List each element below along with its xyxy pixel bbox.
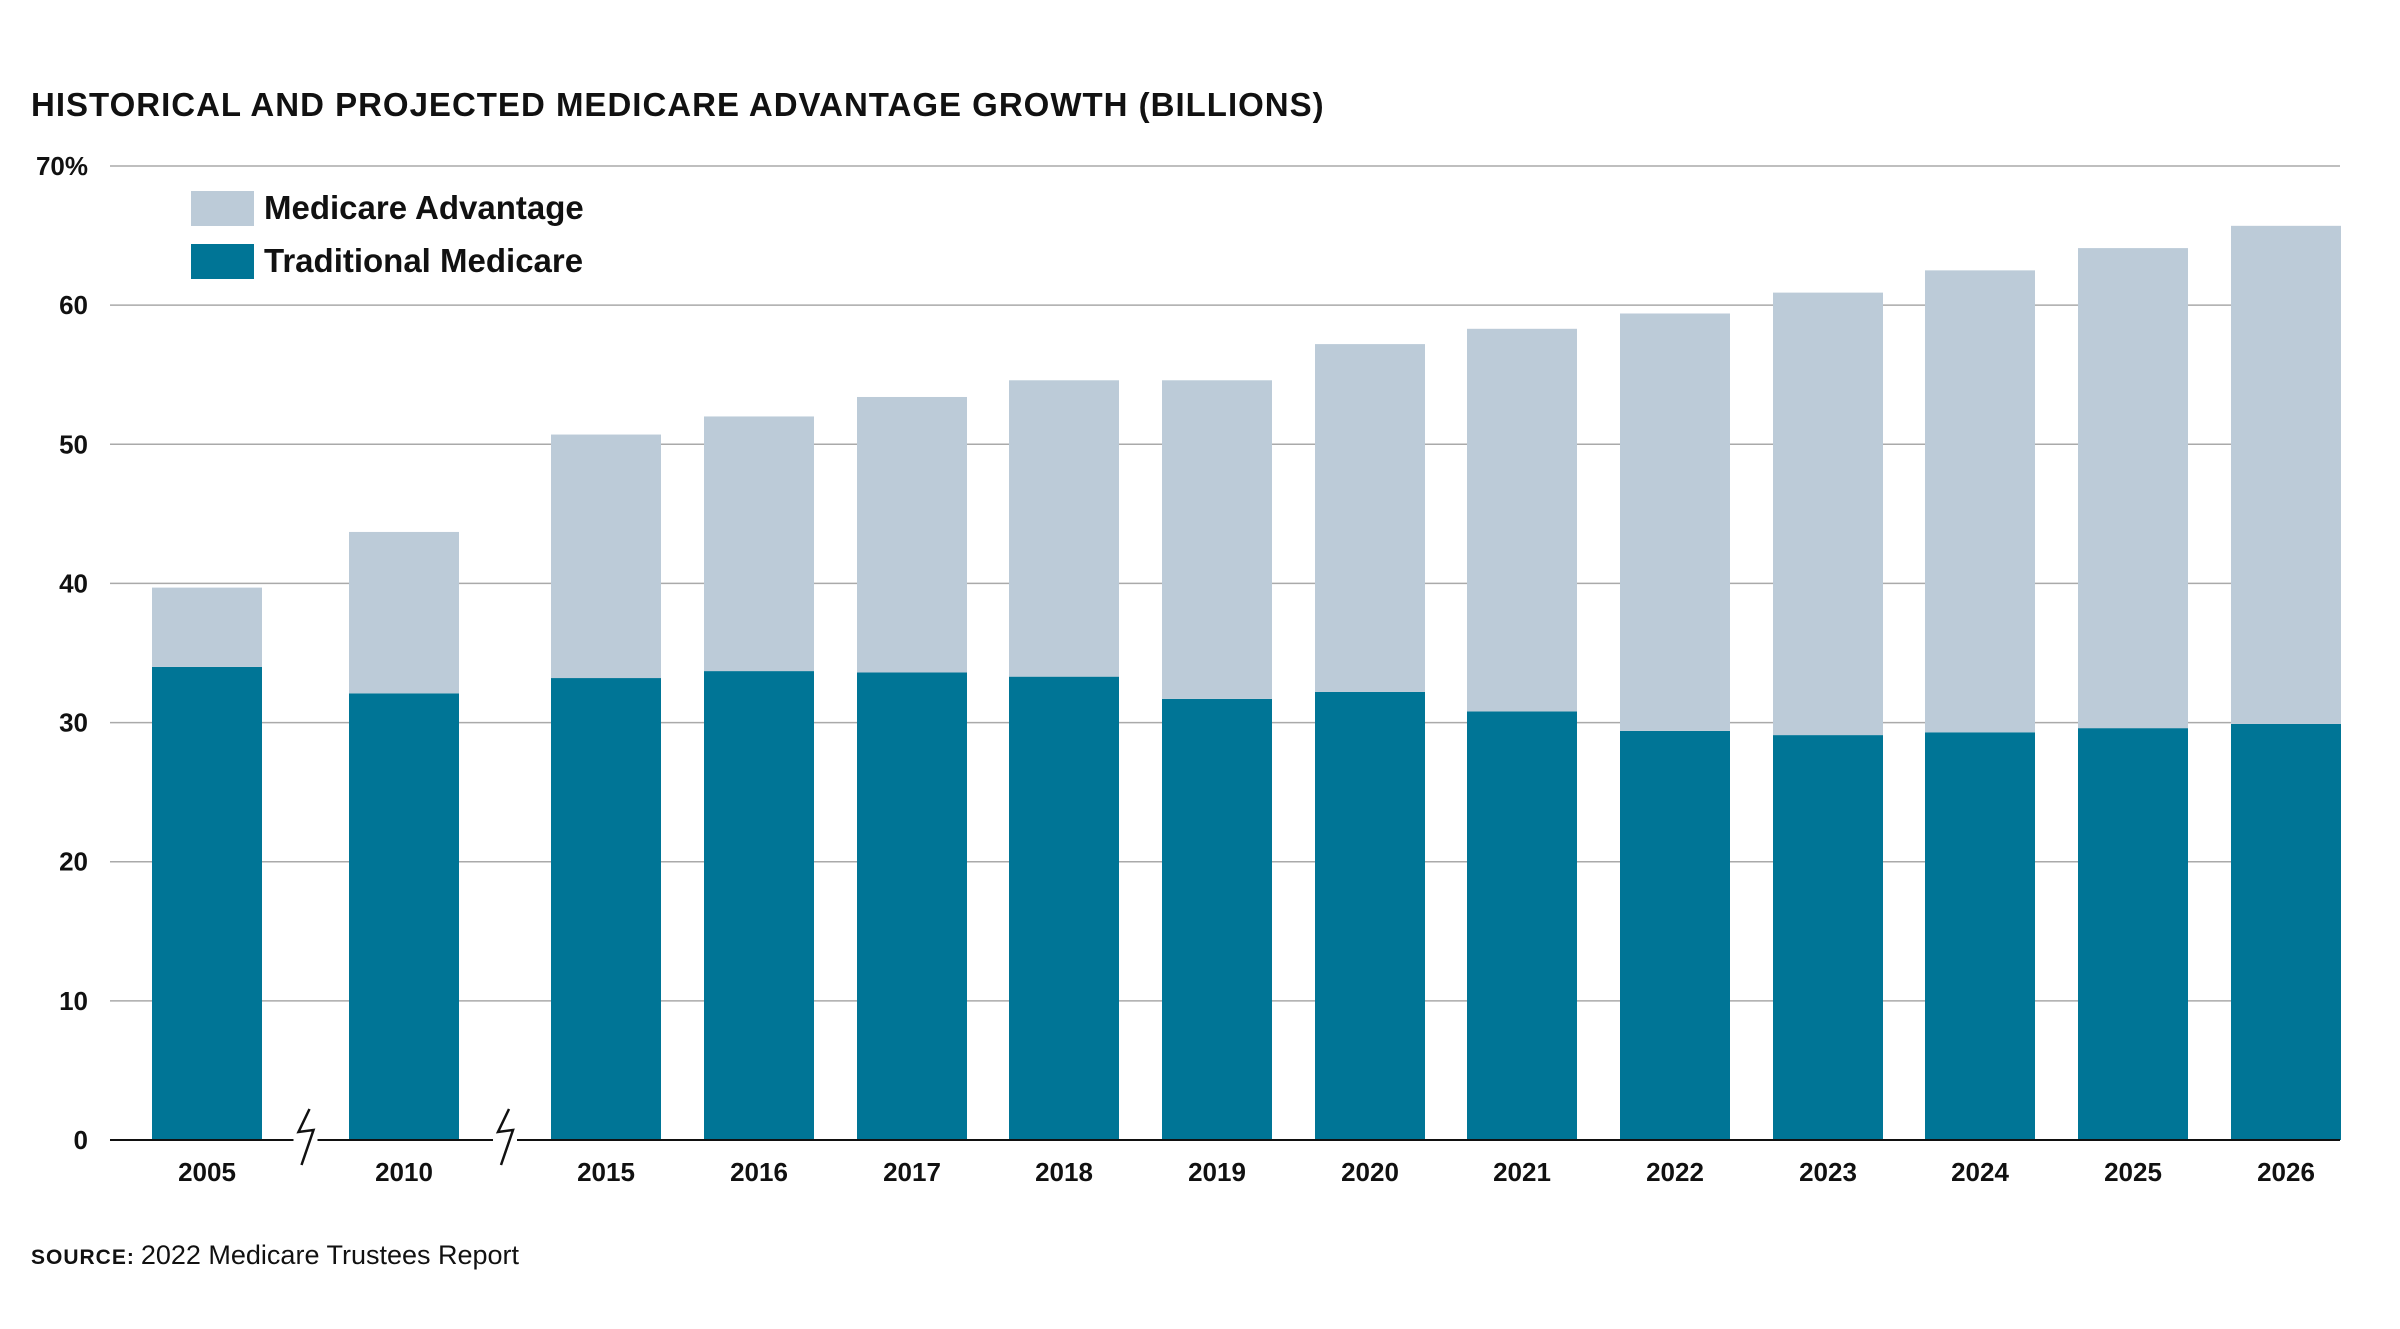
axis-break-gap [293, 1136, 318, 1144]
bar-medicare-advantage [1467, 328, 1577, 712]
y-tick-label: 60 [59, 290, 88, 320]
x-tick-label: 2020 [1341, 1157, 1399, 1187]
legend-label: Traditional Medicare [264, 242, 583, 279]
bar-traditional-medicare [704, 671, 814, 1140]
bar-traditional-medicare [1620, 730, 1730, 1140]
legend: Medicare Advantage Traditional Medicare [191, 189, 584, 279]
x-tick-label: 2022 [1646, 1157, 1704, 1187]
source-text: 2022 Medicare Trustees Report [140, 1240, 520, 1270]
bar-medicare-advantage [857, 396, 967, 673]
bar-medicare-advantage [152, 587, 262, 667]
bar-medicare-advantage [551, 434, 661, 679]
bar-medicare-advantage [1315, 344, 1425, 692]
axis-break-icon [495, 1108, 515, 1166]
bar-medicare-advantage [349, 531, 459, 694]
y-tick-label: 20 [59, 847, 88, 877]
legend-swatch [191, 244, 254, 279]
x-tick-label: 2005 [178, 1157, 236, 1187]
bar-traditional-medicare [1162, 698, 1272, 1140]
source-label: SOURCE: [31, 1246, 135, 1269]
x-tick-label: 2015 [577, 1157, 635, 1187]
bar-traditional-medicare [1009, 676, 1119, 1140]
bar-medicare-advantage [1162, 380, 1272, 699]
x-tick-label: 2021 [1493, 1157, 1551, 1187]
axes: 0 10 20 30 40 50 60 70% 2005 2010 2015 2016 2017 2018… [36, 151, 2340, 1187]
bar-medicare-advantage [1009, 380, 1119, 677]
bar-medicare-advantage [1925, 270, 2035, 733]
bar-medicare-advantage [704, 416, 814, 672]
bar-traditional-medicare [551, 678, 661, 1140]
x-tick-label: 2018 [1035, 1157, 1093, 1187]
x-tick-label: 2017 [883, 1157, 941, 1187]
bar-traditional-medicare [2231, 723, 2341, 1140]
bar-medicare-advantage [1620, 313, 1730, 731]
y-tick-label: 40 [59, 568, 88, 598]
chart-title: HISTORICAL AND PROJECTED MEDICARE ADVANT… [31, 86, 1325, 123]
bar-traditional-medicare [1467, 711, 1577, 1140]
bar-traditional-medicare [349, 693, 459, 1140]
source-note: SOURCE: 2022 Medicare Trustees Report [31, 1240, 519, 1271]
y-tick-label: 70% [36, 151, 88, 181]
bar-traditional-medicare [857, 672, 967, 1140]
axis-break-gap [493, 1136, 517, 1144]
y-tick-label: 0 [74, 1125, 88, 1155]
bar-medicare-advantage [2078, 248, 2188, 729]
axis-break-icon [296, 1108, 316, 1166]
bars [152, 225, 2341, 1140]
bar-traditional-medicare [1925, 732, 2035, 1140]
x-tick-label: 2016 [730, 1157, 788, 1187]
y-tick-label: 30 [59, 708, 88, 738]
bar-traditional-medicare [152, 666, 262, 1140]
bar-traditional-medicare [2078, 728, 2188, 1140]
bar-medicare-advantage [1773, 292, 1883, 736]
y-tick-label: 10 [59, 986, 88, 1016]
x-tick-label: 2010 [375, 1157, 433, 1187]
x-tick-label: 2024 [1951, 1157, 2009, 1187]
bar-traditional-medicare [1315, 691, 1425, 1140]
x-tick-label: 2025 [2104, 1157, 2162, 1187]
bar-medicare-advantage [2231, 225, 2341, 724]
bar-traditional-medicare [1773, 735, 1883, 1140]
legend-label: Medicare Advantage [264, 189, 584, 226]
x-tick-label: 2026 [2257, 1157, 2315, 1187]
x-tick-label: 2019 [1188, 1157, 1246, 1187]
y-tick-label: 50 [59, 429, 88, 459]
x-tick-label: 2023 [1799, 1157, 1857, 1187]
legend-swatch [191, 191, 254, 226]
